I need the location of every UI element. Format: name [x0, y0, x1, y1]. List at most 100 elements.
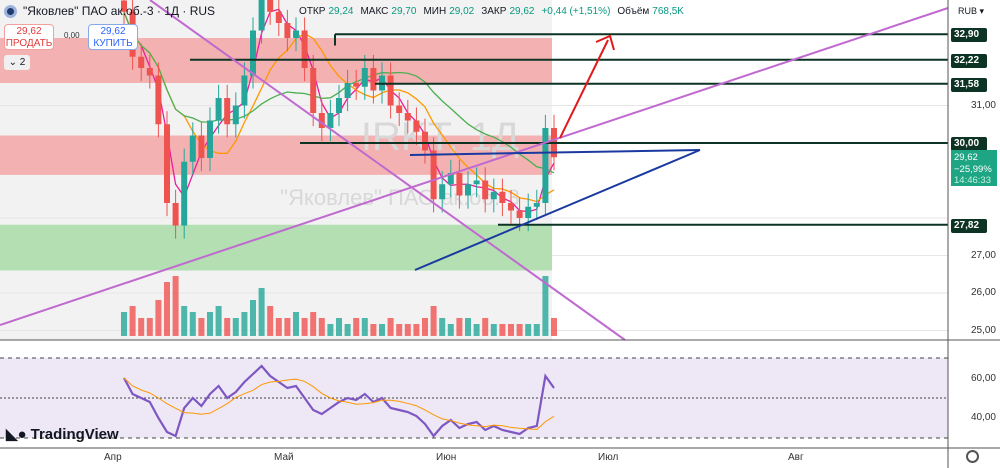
volume-bar	[181, 306, 188, 336]
candle-body	[422, 131, 428, 151]
settings-gear-icon[interactable]	[966, 450, 979, 463]
candle-body	[482, 180, 489, 200]
target-arrow	[559, 39, 609, 139]
volume-bar	[258, 288, 265, 336]
volume-bar	[344, 324, 351, 336]
volume-bar	[207, 312, 213, 336]
candle-body	[430, 150, 437, 200]
candle-body	[284, 23, 291, 38]
volume-bar	[232, 318, 239, 336]
volume-bar	[508, 324, 514, 336]
symbol-title[interactable]: "Яковлев" ПАО ак.об.-3 · 1Д · RUS	[23, 4, 216, 18]
volume-bar	[310, 312, 317, 336]
volume-bar	[473, 324, 480, 336]
volume-bar	[499, 324, 506, 336]
candle-body	[490, 191, 497, 200]
volume-bar	[396, 324, 403, 336]
candle-body	[499, 191, 506, 203]
candle-body	[301, 30, 308, 68]
high-value: 29,70	[391, 5, 417, 17]
sell-label: ПРОДАТЬ	[5, 38, 53, 49]
buy-button[interactable]: 29,62 КУПИТЬ	[88, 24, 138, 50]
volume-bar	[430, 306, 437, 336]
candle-body	[404, 113, 411, 121]
volume-bar	[241, 312, 248, 336]
candle-body	[146, 68, 153, 76]
bar-countdown: 14:46:33	[954, 175, 991, 186]
brand-name: TradingView	[30, 425, 119, 443]
candle-body	[293, 30, 299, 38]
time-tick: Апр	[104, 452, 122, 463]
candle-body	[387, 75, 394, 106]
volume-bar	[318, 318, 325, 336]
candle-body	[121, 0, 127, 12]
candle-body	[516, 210, 523, 218]
volume-bar	[516, 324, 523, 336]
volume-bar	[533, 324, 540, 336]
volume-bar	[121, 312, 127, 336]
volume-bar	[404, 324, 411, 336]
volume-bar	[353, 318, 360, 336]
level-tag: 27,82	[951, 219, 987, 233]
time-tick: Май	[274, 452, 294, 463]
candle-body	[396, 105, 403, 113]
close-value: 29,62	[509, 5, 535, 17]
candle-body	[327, 113, 334, 128]
candle-body	[310, 68, 317, 113]
volume-value: 768,5K	[652, 5, 684, 17]
volume-bar	[387, 318, 394, 336]
candle-body	[155, 75, 162, 125]
low-label: МИН	[423, 5, 447, 17]
open-value: 29,24	[328, 5, 354, 17]
currency-selector[interactable]: RUB ▾	[955, 3, 997, 19]
volume-bar	[370, 324, 377, 336]
ohlc-legend: ОТКР 29,24 МАКС 29,70 МИН 29,02 ЗАКР 29,62 +…	[299, 6, 688, 17]
collapse-indicators-button[interactable]: ⌄ 2	[4, 55, 30, 70]
candle-body	[138, 56, 145, 68]
tradingview-logo[interactable]: ◣● TradingView	[6, 425, 119, 444]
volume-bar	[146, 318, 153, 336]
time-tick: Авг	[788, 452, 804, 463]
volume-bar	[551, 318, 557, 336]
candle-body	[172, 203, 179, 226]
volume-bar	[275, 318, 282, 336]
volume-bar	[164, 282, 170, 336]
volume-bar	[129, 306, 136, 336]
candle-body	[258, 0, 265, 31]
triangle-lower-line	[414, 149, 701, 271]
volume-bar	[224, 318, 231, 336]
current-price-tag: 29,62 −25,99% 14:46:33	[951, 150, 997, 186]
candle-body	[250, 30, 256, 76]
trendline-down	[149, 0, 626, 341]
rsi-tick: 40,00	[970, 412, 996, 423]
candle-body	[336, 98, 342, 113]
candle-body	[456, 173, 463, 196]
candle-body	[439, 184, 446, 200]
tv-logo-icon: ◣●	[6, 426, 27, 443]
level-tag: 30,00	[951, 137, 987, 151]
watermark-name: "Яковлев" ПАО ак.об.-3	[280, 185, 519, 210]
price-tick: 25,00	[970, 325, 996, 336]
price-tick: 27,00	[970, 250, 996, 261]
candle-body	[447, 173, 454, 185]
rsi-ma-line	[123, 377, 555, 430]
watermark-ticker: IRKT, 1Д	[361, 115, 519, 159]
rsi-tick: 60,00	[970, 373, 996, 384]
time-tick: Июл	[598, 452, 619, 463]
company-logo-icon	[4, 4, 17, 18]
volume-bar	[456, 318, 463, 336]
buy-price: 29,62	[100, 26, 126, 37]
candle-body	[267, 0, 274, 12]
volume-bar	[361, 318, 368, 336]
candle-body	[164, 124, 170, 203]
sell-button[interactable]: 29,62 ПРОДАТЬ	[4, 24, 54, 50]
volume-bar	[215, 306, 222, 336]
trendline-up	[0, 7, 949, 326]
volume-bar	[155, 300, 162, 336]
volume-bar	[422, 318, 428, 336]
volume-bar	[336, 318, 342, 336]
volume-bar	[447, 324, 454, 336]
volume-bar	[250, 300, 256, 336]
volume-bar	[465, 318, 471, 336]
